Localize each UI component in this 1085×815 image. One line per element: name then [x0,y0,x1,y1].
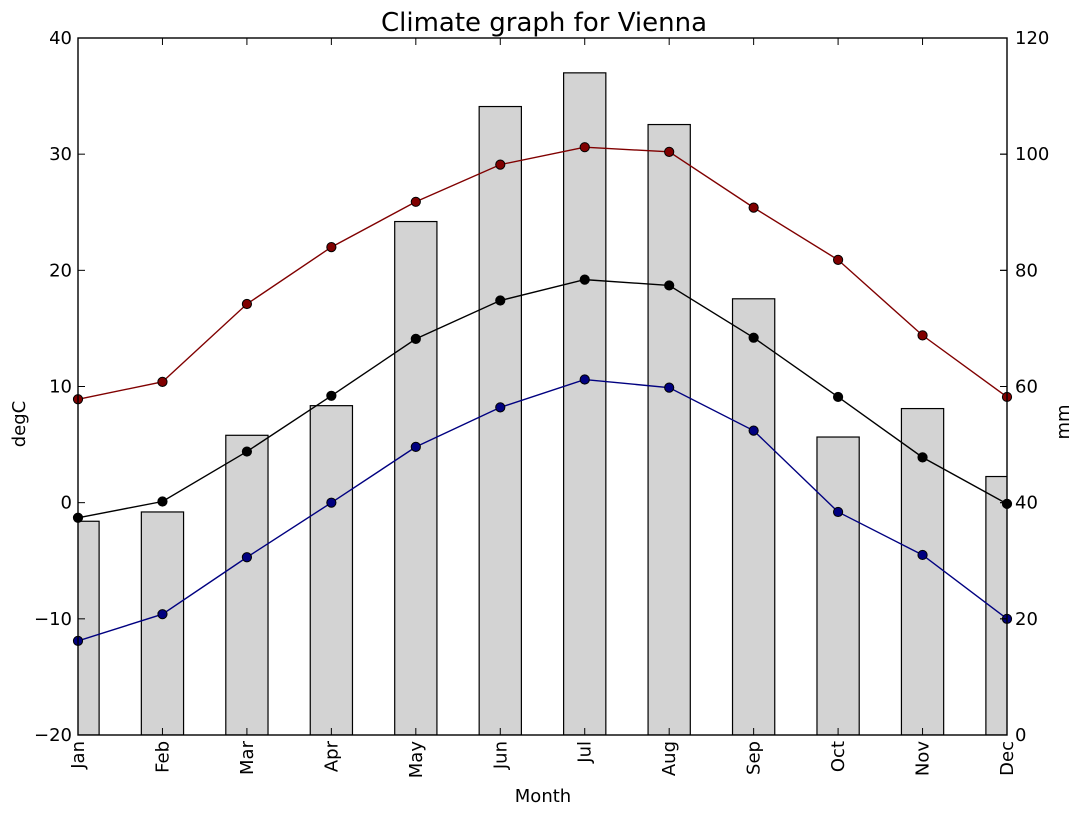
xtick-label-dec: Dec [997,741,1018,776]
ytick-right-label: 120 [1015,28,1049,49]
temp-point-0-oct [832,254,844,265]
temp-point-1-jul [579,274,590,285]
precip-bar-feb [140,511,185,735]
temp-point-2-aug [664,382,675,393]
ytick-right-label: 100 [1015,144,1049,165]
ytick-right-label: 80 [1015,260,1038,281]
precip-bar-sep [731,298,776,735]
precip-bar-nov [900,407,945,735]
temp-point-0-aug [664,146,675,157]
temp-point-1-mar [241,446,253,457]
precip-bar-apr [309,405,354,735]
precip-bar-jul [563,72,607,735]
precip-bar-jan [78,520,100,735]
xtick-label-jan: Jan [68,741,89,770]
ytick-left-label: 0 [61,493,72,514]
temp-point-0-jul [579,142,590,153]
temp-point-0-nov [917,330,928,341]
temp-point-2-jun [495,402,506,413]
temp-point-2-mar [241,552,253,563]
xtick-label-jul: Jul [575,741,596,764]
ytick-left-label: 30 [49,144,72,165]
temp-point-2-apr [326,497,337,508]
temp-point-0-may [410,196,421,207]
temperature-lines [72,142,1013,647]
temp-point-1-jun [495,295,506,306]
xtick-label-mar: Mar [237,740,258,775]
temp-point-2-oct [832,506,844,518]
precip-bar-mar [225,434,269,735]
temp-point-0-sep [748,202,759,213]
temp-point-0-feb [157,376,168,387]
ytick-left-label: 40 [49,28,72,49]
chart-title: Climate graph for Vienna [381,8,707,38]
xtick-label-sep: Sep [744,741,765,775]
temp-point-2-feb [157,609,168,620]
y-axis-right-label: mm [1053,404,1074,439]
xtick-label-feb: Feb [152,741,173,773]
temp-point-0-mar [241,298,253,310]
ytick-left-label: 20 [49,260,72,281]
ytick-right-label: 60 [1015,377,1038,398]
xtick-label-apr: Apr [321,740,342,772]
temp-line-1 [77,278,1008,519]
ytick-left-label: −10 [34,609,72,630]
precipitation-bars [78,72,1007,735]
temp-point-1-feb [157,496,168,507]
temp-point-2-sep [748,425,759,436]
temp-point-1-may [410,333,421,344]
axis-ticks: −20 −10 0 10 20 30 40 0 20 40 60 80 100 120 Jan Feb Mar A… [34,28,1049,778]
temp-point-2-nov [917,549,928,561]
temp-point-0-apr [326,242,337,253]
precip-bar-jun [478,105,522,735]
xtick-label-oct: Oct [828,741,849,772]
temp-line-0 [77,146,1008,400]
ytick-right-label: 0 [1015,725,1026,746]
xtick-label-nov: Nov [913,741,934,776]
temp-point-2-may [410,441,421,453]
ytick-left-label: −20 [34,725,72,746]
precip-bar-oct [816,436,860,735]
ytick-right-label: 40 [1015,493,1038,514]
xtick-label-aug: Aug [659,741,680,776]
y-axis-left-label: degC [9,401,30,448]
ytick-left-label: 10 [49,377,72,398]
temp-point-1-nov [917,452,928,463]
precip-bar-may [394,220,438,735]
temp-point-1-oct [832,391,844,403]
xtick-label-jun: Jun [490,741,511,770]
temp-point-1-aug [664,280,675,291]
x-axis-label: Month [515,786,571,807]
temp-point-1-apr [326,390,337,401]
temp-point-0-jun [495,159,506,170]
ytick-right-label: 20 [1015,609,1038,630]
plot-frame [77,37,1008,736]
temp-point-1-sep [748,332,759,343]
temp-point-2-jul [579,374,590,385]
temp-line-2 [77,378,1008,642]
xtick-label-may: May [406,741,427,779]
precip-bar-aug [647,123,691,735]
